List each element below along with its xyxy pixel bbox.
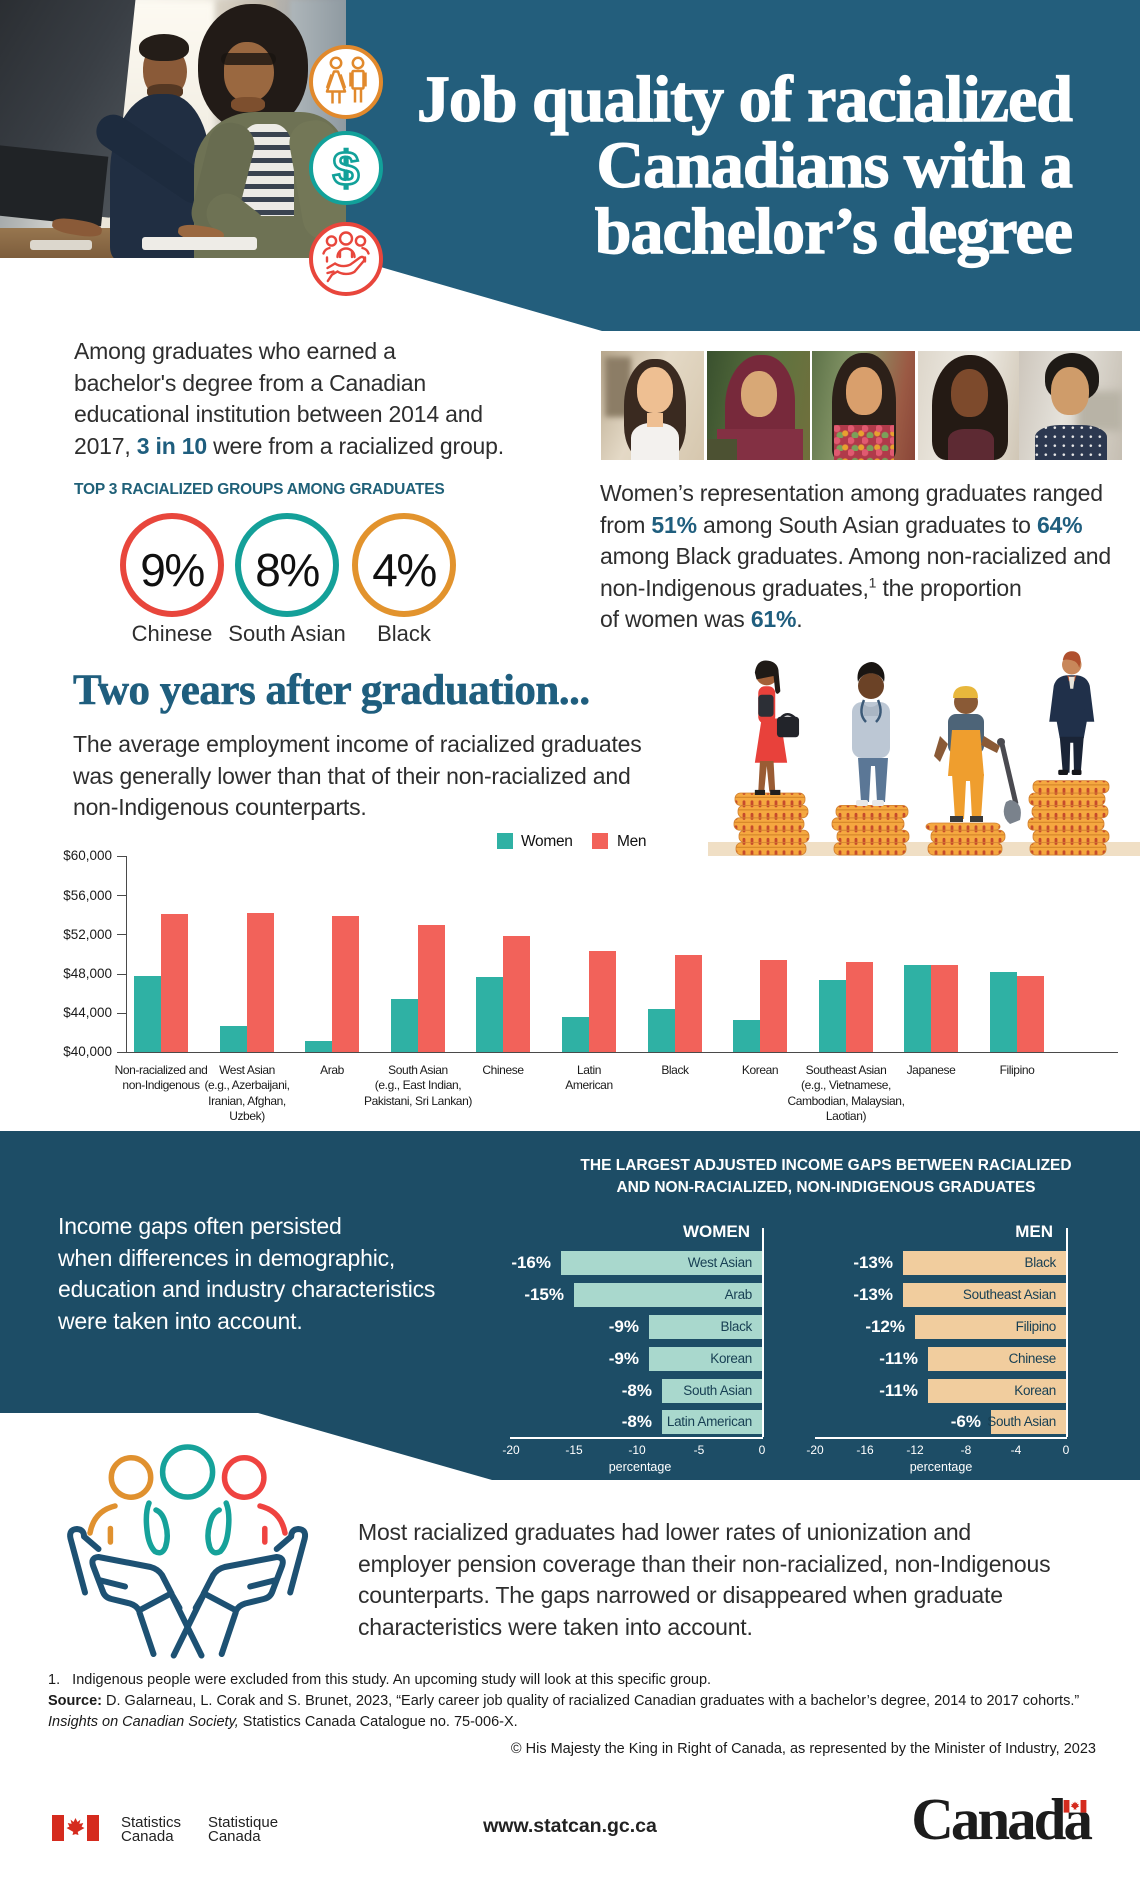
svg-text:$: $ xyxy=(333,143,360,196)
